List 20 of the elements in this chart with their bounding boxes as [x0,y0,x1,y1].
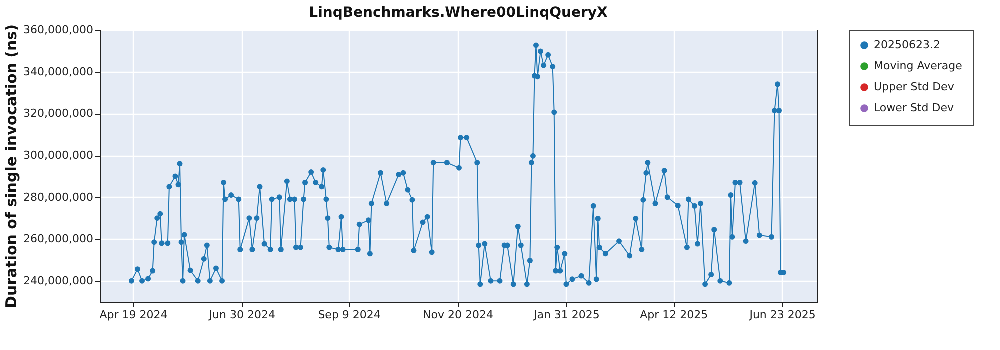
y-tick-label: 340,000,000 [24,65,94,78]
x-tick-label: Jan 31 2025 [532,308,600,322]
y-tick-label: 240,000,000 [24,274,94,288]
x-tick-label: Sep 9 2024 [318,308,381,322]
x-tick-label: Jun 30 2024 [208,308,276,322]
x-tick-label: Apr 19 2024 [100,308,168,322]
legend-label: Upper Std Dev [874,80,955,94]
legend-label: 20250623.2 [874,38,940,52]
chart-title: LinqBenchmarks.Where00LinqQueryX [309,5,608,21]
x-tick-label: Nov 20 2024 [423,308,494,322]
legend-label: Lower Std Dev [874,102,954,114]
legend-label: Moving Average [874,60,963,72]
y-tick-label: 360,000,000 [24,24,94,36]
y-tick-label: 260,000,000 [24,232,94,246]
y-tick-label: 320,000,000 [24,107,94,120]
x-tick-label: Jun 23 2025 [748,308,816,322]
x-tick-label: Apr 12 2025 [640,308,708,322]
y-tick-label: 280,000,000 [24,190,94,204]
y-tick-label: 300,000,000 [24,149,94,162]
y-axis-title: Duration of single invocation (ns) [2,24,21,308]
